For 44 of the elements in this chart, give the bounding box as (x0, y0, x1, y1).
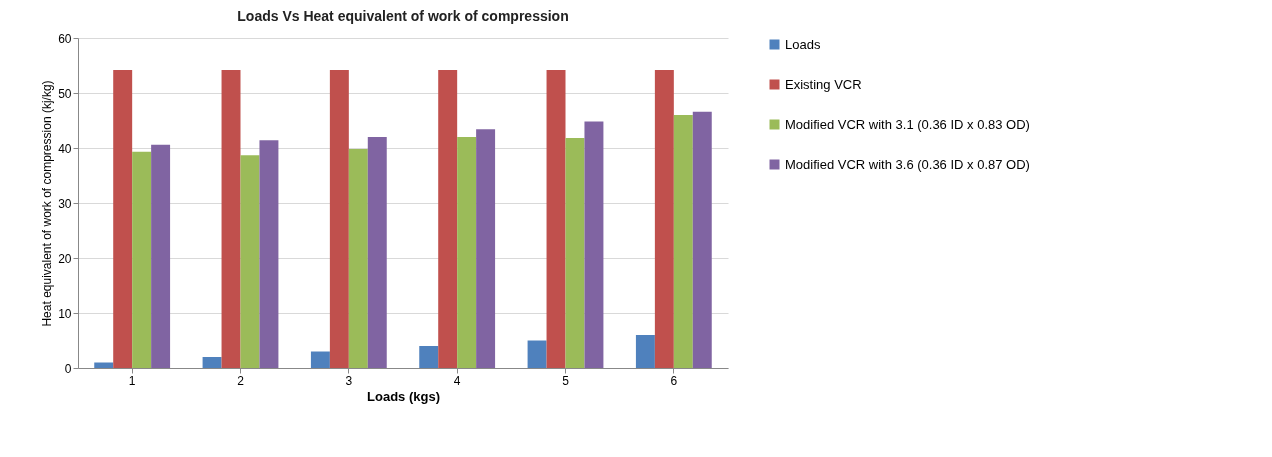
bar (329, 69, 349, 368)
bar (584, 121, 604, 368)
y-tick-label: 10 (58, 306, 72, 321)
bar (259, 140, 279, 368)
y-tick-label: 20 (58, 251, 72, 266)
x-axis-title: Loads (kgs) (367, 388, 440, 404)
bar (132, 151, 152, 368)
x-tick-label: 6 (670, 373, 678, 388)
bar (546, 69, 566, 368)
legend-label: Modified VCR with 3.6 (0.36 ID x 0.87 OD) (785, 156, 1030, 172)
y-tick-label: 60 (58, 31, 72, 46)
bar (476, 129, 496, 368)
bar (221, 69, 241, 368)
bar (457, 137, 477, 368)
bar (310, 351, 330, 368)
x-tick-label: 2 (237, 373, 245, 388)
chart-title: Loads Vs Heat equivalent of work of compression (237, 8, 569, 24)
bar (673, 115, 693, 368)
bar (654, 69, 674, 368)
y-tick-label: 40 (58, 141, 72, 156)
bar (94, 362, 114, 368)
bar (151, 144, 171, 368)
bar (240, 155, 260, 368)
bar (113, 69, 133, 368)
bar (348, 149, 368, 368)
legend-label: Loads (785, 36, 821, 52)
bar (202, 357, 222, 368)
y-tick-label: 0 (64, 361, 72, 376)
x-tick-label: 1 (128, 373, 136, 388)
x-tick-label: 5 (562, 373, 570, 388)
y-tick-label: 30 (58, 196, 72, 211)
y-axis-title: Heat equivalent of work of compression (kj/kg) (40, 80, 55, 327)
bar (565, 138, 585, 368)
x-tick-label: 4 (453, 373, 461, 388)
legend-label: Existing VCR (785, 76, 862, 92)
legend-label: Modified VCR with 3.1 (0.36 ID x 0.83 OD) (785, 116, 1030, 132)
x-tick-label: 3 (345, 373, 353, 388)
y-tick-label: 50 (58, 86, 72, 101)
bar (635, 335, 655, 368)
bar (527, 340, 547, 368)
bar (419, 346, 439, 368)
bar (438, 69, 458, 368)
bar (692, 111, 712, 368)
bar (367, 137, 387, 368)
